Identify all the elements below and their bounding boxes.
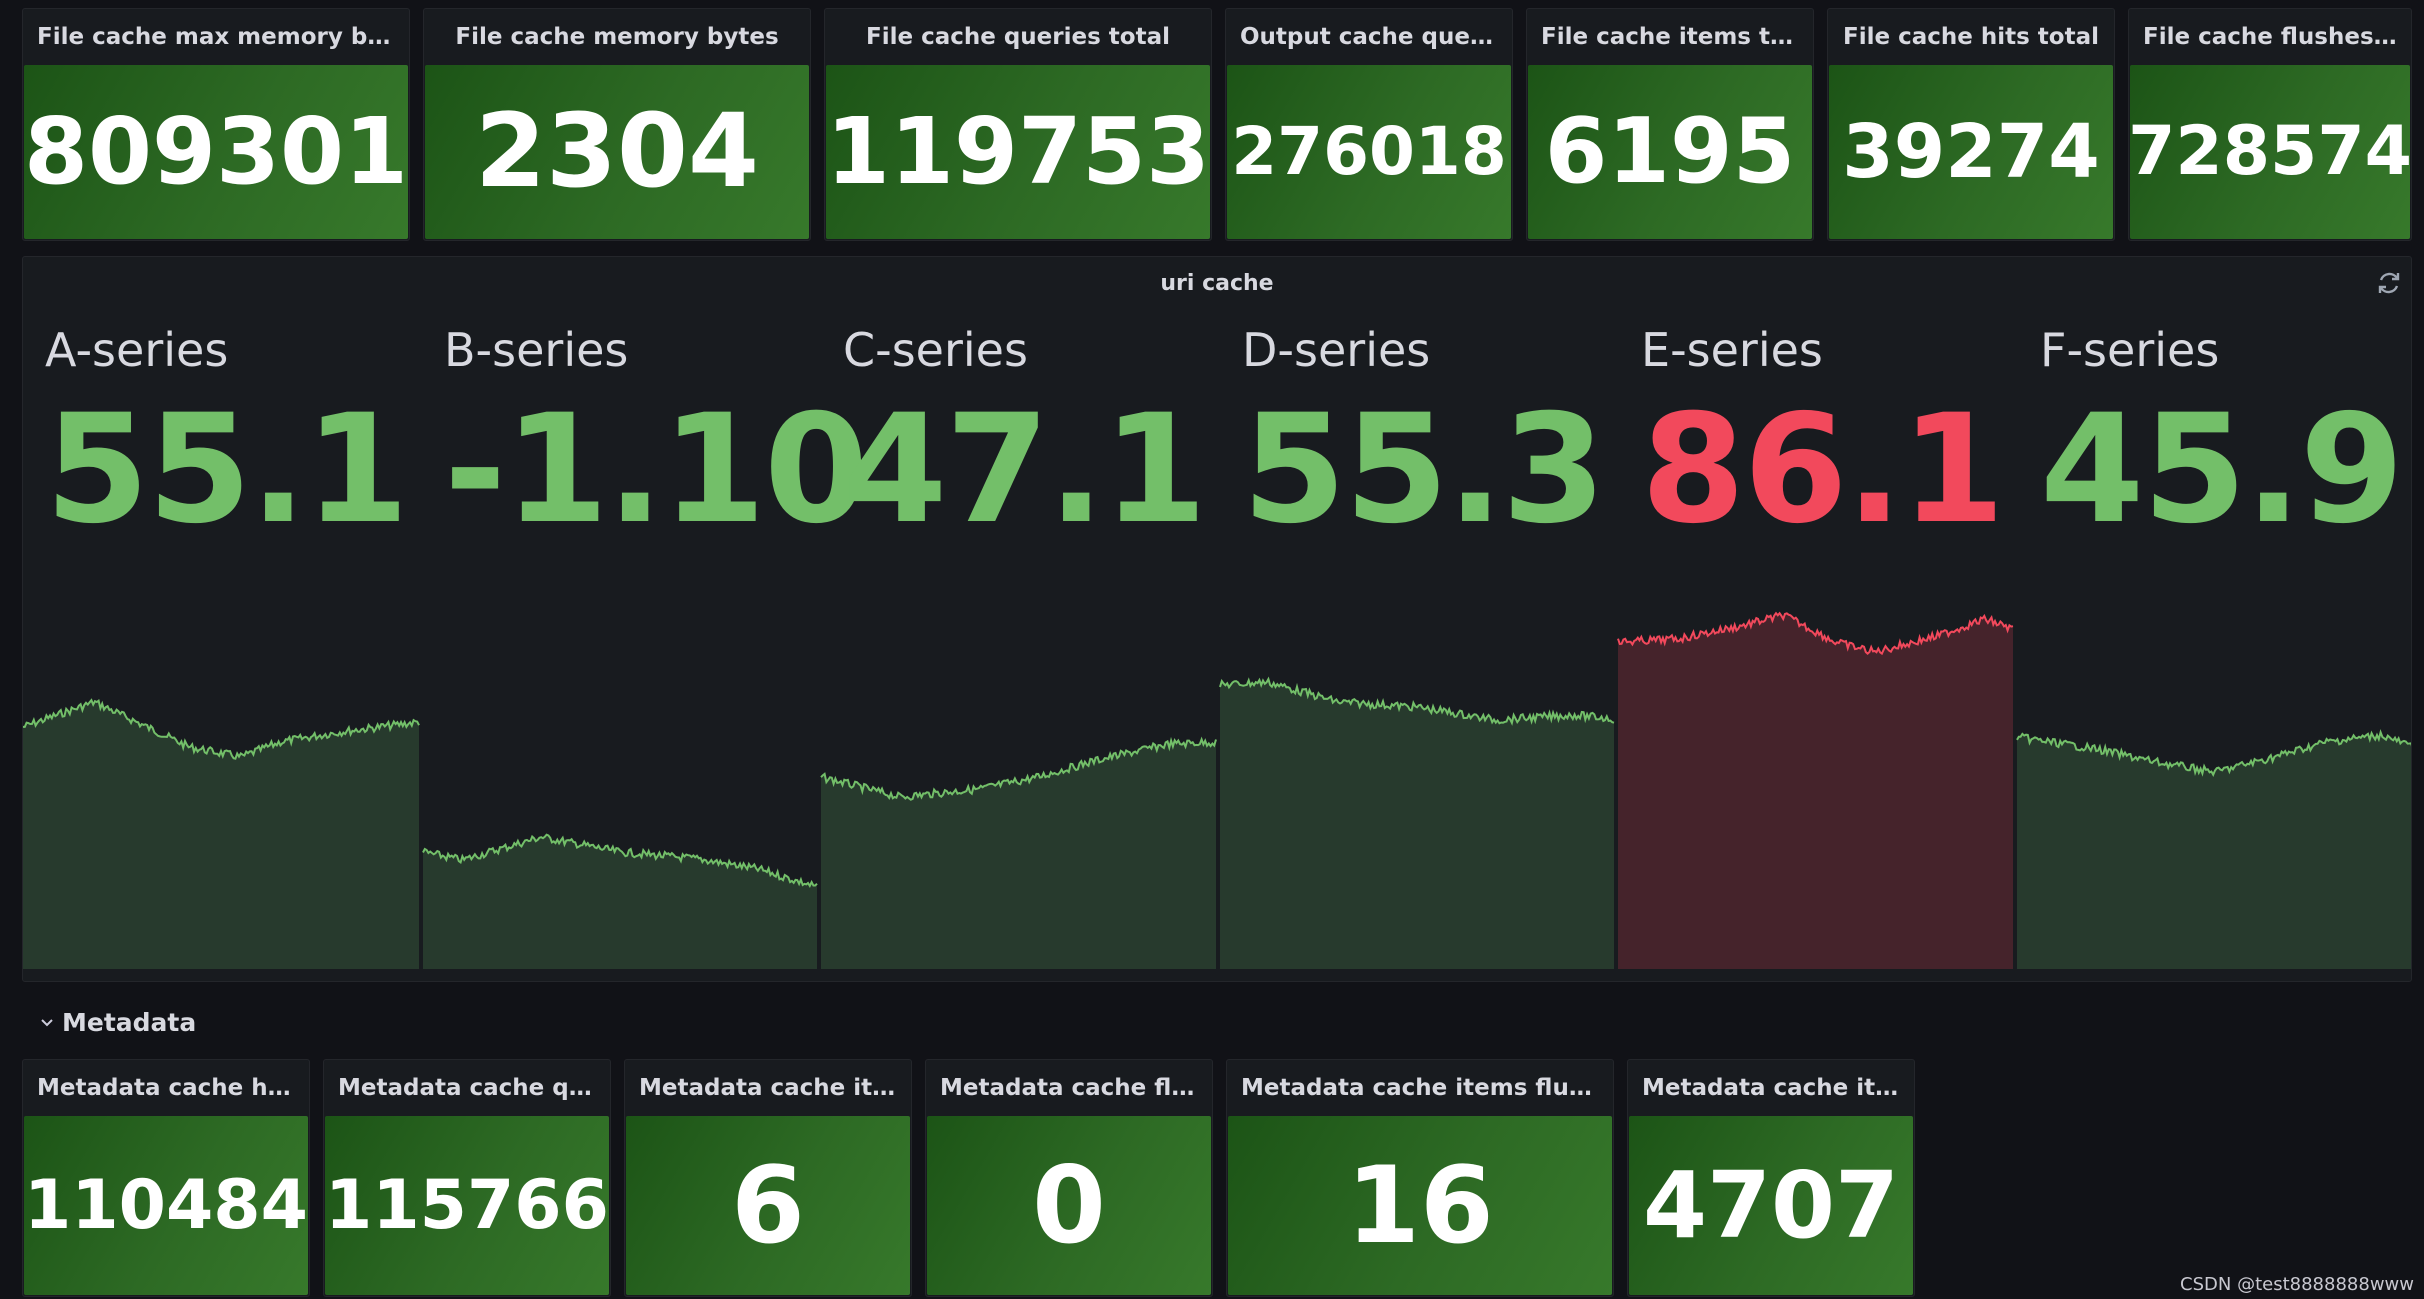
series-name-b: B-series [444, 323, 629, 377]
stat-background: 119753 [826, 65, 1210, 239]
stat-panel-file-cache-queries[interactable]: File cache queries total 119753 [824, 8, 1212, 241]
sparklines [23, 611, 2411, 969]
series-name-e: E-series [1641, 323, 1823, 377]
panel-title: Metadata cache ite... [639, 1075, 911, 1101]
panel-title: Metadata cache flu... [940, 1075, 1212, 1101]
stat-value: 39274 [1842, 109, 2100, 195]
panel-title: Output cache querie... [1240, 24, 1512, 50]
sparkline-area-d-series [1220, 679, 1614, 969]
stat-background: 6195 [1528, 65, 1812, 239]
stat-panel-metadata-cache-items[interactable]: Metadata cache ite... 6 [624, 1059, 912, 1297]
sparkline-line-d-series [1219, 676, 1615, 726]
sparkline-line-f-series [2016, 729, 2411, 777]
panel-title: Metadata cache ite... [1642, 1075, 1914, 1101]
stat-panel-file-cache-max-memory[interactable]: File cache max memory bytes 809301 [22, 8, 410, 241]
uri-cache-panel[interactable]: uri cache A-series 55.1 B-series -1.10 C… [22, 256, 2412, 982]
stat-background: 276018 [1227, 65, 1511, 239]
stat-value: 276018 [1231, 113, 1507, 190]
series-value-d: 55.3 [1242, 383, 1606, 557]
sparkline-area-e-series [1618, 613, 2013, 969]
stat-value: 809301 [23, 98, 409, 205]
series-value-f: 45.9 [2040, 383, 2404, 557]
stat-value: 115766 [325, 1165, 609, 1245]
stat-value: 2304 [475, 92, 759, 211]
stat-panel-metadata-cache-queries[interactable]: Metadata cache qu... 115766 [323, 1059, 611, 1297]
sparkline-line-e-series [1617, 611, 2014, 656]
stat-value: 728574 [2128, 112, 2412, 191]
series-value-c: 47.1 [843, 383, 1207, 557]
stat-value: 6195 [1544, 99, 1796, 204]
panel-title: uri cache [1160, 271, 1274, 296]
panel-title: File cache queries total [865, 24, 1170, 50]
panel-title: Metadata cache hit... [37, 1075, 309, 1101]
panel-title: Metadata cache qu... [338, 1075, 610, 1101]
panel-title: File cache max memory bytes [37, 24, 409, 50]
stat-panel-file-cache-hits[interactable]: File cache hits total 39274 [1827, 8, 2115, 241]
panel-title: File cache items total [1541, 24, 1813, 50]
stat-value: 16 [1346, 1143, 1494, 1267]
stat-panel-file-cache-items[interactable]: File cache items total 6195 [1526, 8, 1814, 241]
stat-background: 110484 [24, 1116, 308, 1295]
series-value-e: 86.1 [1641, 383, 2005, 557]
sparkline-area-a-series [23, 700, 419, 969]
stat-value: 119753 [825, 98, 1211, 205]
series-name-d: D-series [1242, 323, 1431, 377]
chevron-down-icon [41, 1019, 53, 1027]
stat-panel-metadata-cache-items-2[interactable]: Metadata cache ite... 4707 [1627, 1059, 1915, 1297]
sparkline-area-f-series [2017, 732, 2411, 969]
stat-panel-file-cache-flushes[interactable]: File cache flushes t... 728574 [2128, 8, 2412, 241]
series-value-a: 55.1 [45, 383, 409, 557]
series-name-f: F-series [2040, 323, 2220, 377]
stat-panel-metadata-cache-items-flushed[interactable]: Metadata cache items flushe... 16 [1226, 1059, 1614, 1297]
sparkline-line-c-series [820, 736, 1217, 801]
stat-panel-file-cache-memory[interactable]: File cache memory bytes 2304 [423, 8, 811, 241]
panel-title: File cache hits total [1843, 24, 2099, 50]
sparkline-area-c-series [821, 739, 1216, 969]
stat-value: 0 [1032, 1143, 1106, 1267]
sparkline-line-b-series [422, 833, 818, 888]
panel-title: File cache flushes t... [2143, 24, 2411, 50]
stat-background: 809301 [24, 65, 408, 239]
stat-value: 4707 [1642, 1151, 1900, 1259]
stat-background: 2304 [425, 65, 809, 239]
panel-title: Metadata cache items flushe... [1241, 1075, 1613, 1101]
stat-background: 0 [927, 1116, 1211, 1295]
stat-background: 4707 [1629, 1116, 1913, 1295]
stat-background: 115766 [325, 1116, 609, 1295]
stat-background: 16 [1228, 1116, 1612, 1295]
series-name-c: C-series [843, 323, 1028, 377]
sparkline-line-a-series [23, 698, 420, 760]
stat-panel-metadata-cache-hits[interactable]: Metadata cache hit... 110484 [22, 1059, 310, 1297]
stat-background: 728574 [2128, 65, 2412, 239]
panel-title: File cache memory bytes [455, 24, 779, 50]
series-value-b: -1.10 [444, 383, 868, 557]
refresh-icon[interactable] [2373, 267, 2405, 299]
row-header-metadata[interactable]: Metadata [38, 1004, 196, 1040]
stat-value: 6 [731, 1143, 805, 1267]
stat-background: 39274 [1829, 65, 2113, 239]
sparkline-area-b-series [423, 834, 817, 969]
stat-background: 6 [626, 1116, 910, 1295]
row-title: Metadata [62, 1007, 197, 1037]
stat-panel-metadata-cache-flushes[interactable]: Metadata cache flu... 0 [925, 1059, 1213, 1297]
watermark: CSDN @test8888888www [2180, 1274, 2414, 1295]
stat-panel-output-cache-queries[interactable]: Output cache querie... 276018 [1225, 8, 1513, 241]
stat-value: 110484 [24, 1165, 308, 1245]
series-name-a: A-series [45, 323, 229, 377]
